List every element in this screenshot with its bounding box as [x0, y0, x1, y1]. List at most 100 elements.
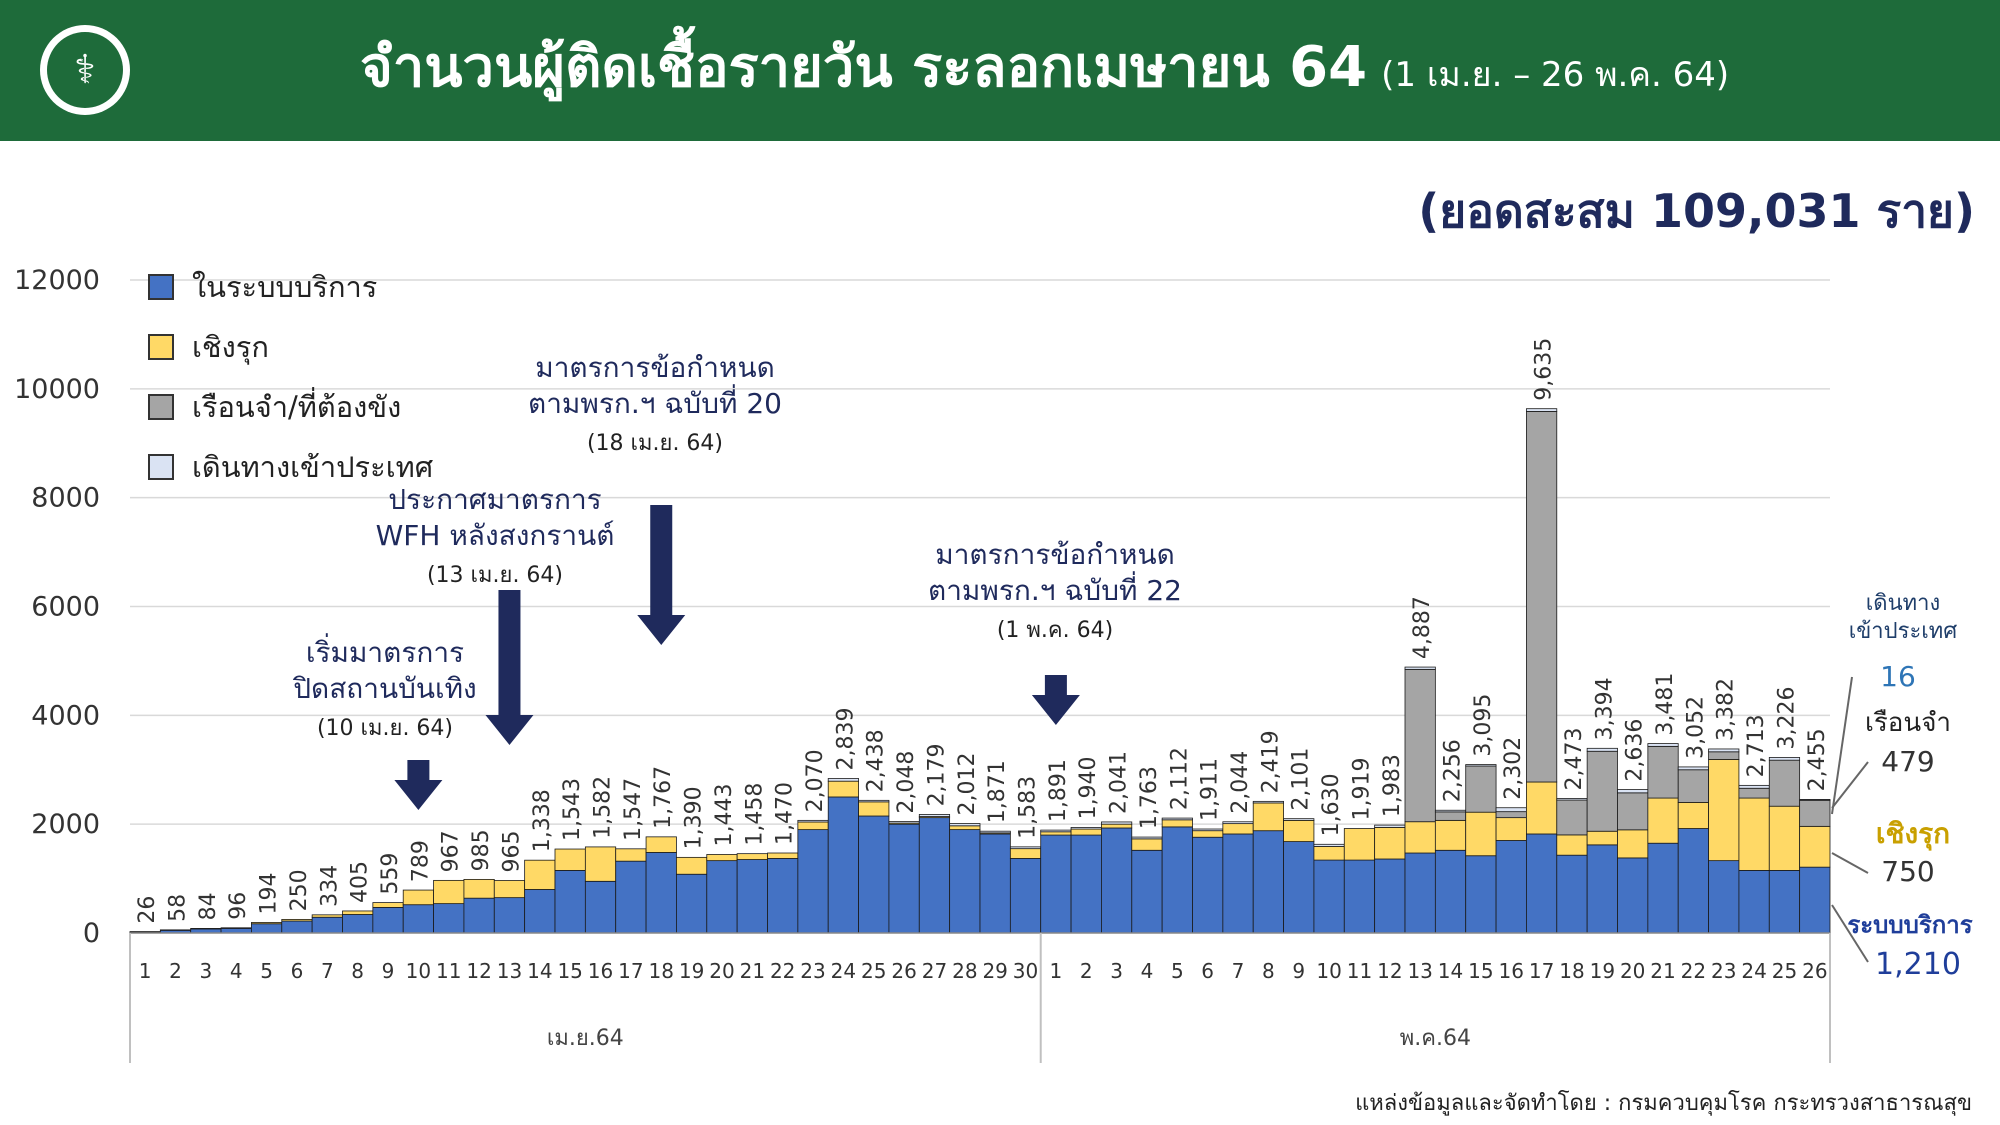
bar-segment	[1647, 743, 1679, 747]
side-label-prison-value: 479	[1881, 745, 1935, 778]
bar-total-label: 559	[378, 853, 403, 895]
bar-segment	[1617, 792, 1649, 831]
bar-segment	[1252, 802, 1284, 832]
bar-segment	[554, 848, 586, 871]
bar-segment	[736, 859, 768, 934]
bar-segment	[1404, 821, 1436, 854]
x-tick-label: 18	[1559, 959, 1584, 983]
bar-segment	[251, 922, 283, 925]
x-tick-label: 12	[1377, 959, 1402, 983]
bar-segment	[1283, 841, 1315, 934]
bar-segment	[1040, 829, 1072, 833]
bar-segment	[1040, 834, 1072, 934]
bar-segment	[1708, 759, 1740, 862]
x-tick-label: 5	[260, 959, 273, 983]
legend-swatch-travel	[148, 454, 174, 480]
annotation-wfh: ประกาศมาตรการ WFH หลังสงกรานต์ (13 เม.ย.…	[370, 482, 620, 592]
bar-segment	[1617, 829, 1649, 859]
bar-segment	[584, 880, 617, 934]
y-tick-label: 8000	[31, 483, 100, 514]
bar-segment	[1647, 745, 1679, 799]
bar-total-label: 1,583	[1016, 776, 1041, 839]
x-tick-label: 1	[1050, 959, 1063, 983]
bar-total-label: 9,635	[1532, 338, 1557, 401]
bar-segment	[1465, 765, 1497, 813]
bar-total-label: 2,438	[864, 729, 889, 792]
bar-total-label: 2,012	[955, 753, 980, 816]
bar-total-label: 1,767	[651, 766, 676, 829]
x-tick-label: 21	[740, 959, 765, 983]
bar-segment	[858, 799, 890, 803]
bar-total-label: 2,070	[803, 749, 828, 812]
bar-segment	[402, 904, 434, 934]
bar-segment	[706, 854, 738, 862]
bar-segment	[797, 821, 829, 831]
annotation-line1: มาตรการข้อกำหนด	[535, 351, 775, 384]
x-tick-label: 14	[527, 959, 552, 983]
bar-segment	[433, 903, 465, 934]
bar-segment	[1526, 833, 1558, 934]
side-label-travel-title: เดินทาง เข้าประเทศ	[1848, 591, 1958, 644]
bar-segment	[1708, 748, 1740, 753]
bar-total-label: 1,983	[1380, 754, 1405, 817]
x-tick-label: 28	[952, 959, 977, 983]
bar-segment	[1009, 846, 1042, 850]
bar-segment	[1161, 819, 1193, 828]
bar-total-label: 3,394	[1592, 677, 1617, 740]
bar-segment	[1586, 830, 1618, 846]
bar-segment	[1647, 842, 1679, 934]
bar-segment	[918, 814, 951, 817]
bar-segment	[190, 928, 222, 930]
bar-total-label: 2,473	[1562, 727, 1587, 790]
bar-segment	[1495, 840, 1527, 934]
bar-segment	[1131, 849, 1163, 934]
bar-segment	[1768, 757, 1801, 761]
bar-segment	[676, 856, 708, 875]
bar-segment	[1677, 766, 1709, 771]
bar-segment	[1738, 870, 1770, 934]
bar-segment	[1222, 833, 1254, 934]
bar-segment	[524, 889, 556, 934]
bar-segment	[463, 878, 495, 899]
bar-segment	[1768, 759, 1801, 807]
annotation-close-entertainment: เริ่มมาตรการ ปิดสถานบันเทิง (10 เม.ย. 64…	[285, 635, 485, 745]
title-date-range: (1 เม.ย. – 26 พ.ค. 64)	[1381, 55, 1730, 95]
bar-total-label: 965	[499, 830, 524, 872]
bar-segment	[1101, 823, 1133, 829]
x-tick-label: 21	[1650, 959, 1675, 983]
y-tick-label: 10000	[14, 374, 100, 405]
bar-total-label: 2,112	[1167, 747, 1192, 810]
bar-segment	[1101, 827, 1133, 934]
bar-segment	[1070, 827, 1102, 830]
bar-segment	[1526, 411, 1558, 783]
bar-segment	[1161, 826, 1193, 934]
bar-total-label: 2,256	[1441, 739, 1466, 802]
bar-segment	[1799, 825, 1831, 868]
bar-segment	[402, 889, 434, 906]
arrow-may1	[1031, 675, 1080, 725]
bar-segment	[1313, 846, 1345, 861]
bar-segment	[251, 923, 283, 934]
x-tick-label: 20	[1620, 959, 1645, 983]
legend-swatch-active	[148, 334, 174, 360]
bar-segment	[463, 897, 495, 934]
legend-item-active: เชิงรุก	[148, 325, 548, 369]
bar-segment	[1009, 858, 1042, 934]
bar-segment	[979, 833, 1011, 934]
bar-segment	[1283, 818, 1315, 821]
bar-segment	[949, 825, 981, 831]
x-tick-label: 4	[1141, 959, 1154, 983]
bar-segment	[888, 823, 920, 934]
bar-segment	[1526, 408, 1558, 412]
bar-segment	[1434, 811, 1467, 821]
bar-total-label: 3,382	[1714, 678, 1739, 741]
bar-segment	[767, 858, 799, 934]
leader-line-service	[1831, 904, 1869, 963]
bar-total-label: 2,041	[1107, 751, 1132, 814]
bar-total-label: 1,338	[530, 789, 555, 852]
bar-segment	[1495, 807, 1527, 813]
bar-segment	[493, 880, 526, 899]
legend-swatch-service	[148, 274, 174, 300]
side-label-service-title: ระบบบริการ	[1847, 911, 1973, 939]
bar-segment	[918, 817, 951, 934]
